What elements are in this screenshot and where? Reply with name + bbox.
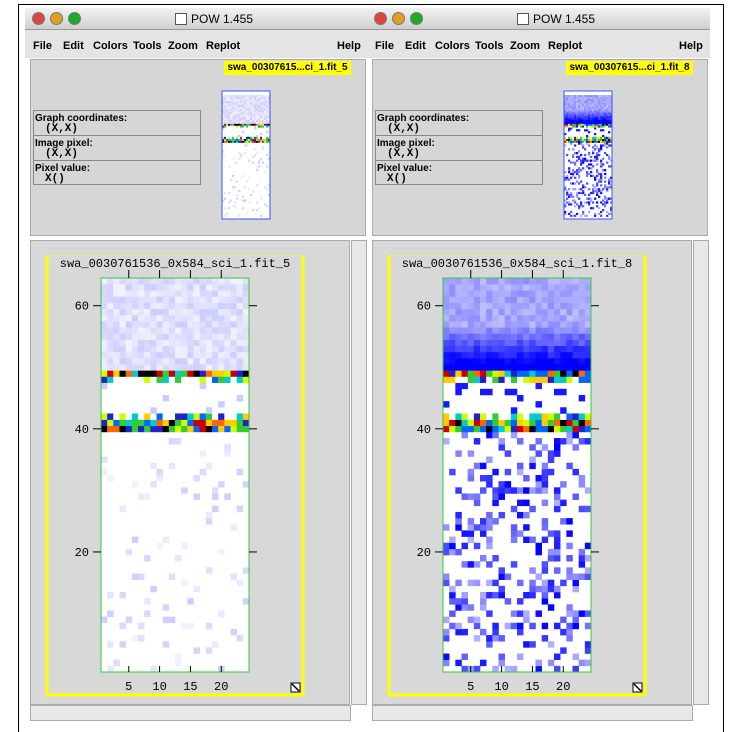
h-scrollbar[interactable]: [372, 705, 693, 721]
window-button[interactable]: [374, 12, 387, 25]
menu-item[interactable]: Replot: [206, 40, 240, 52]
menu-item[interactable]: Edit: [405, 40, 426, 52]
info-divider: [375, 135, 543, 136]
tag-label: swa_00307615...ci_1.fit_5: [224, 61, 351, 75]
menu-item[interactable]: Colors: [435, 40, 470, 52]
menu-item[interactable]: Tools: [475, 40, 504, 52]
v-scrollbar[interactable]: [351, 240, 367, 705]
menu-item[interactable]: Tools: [133, 40, 162, 52]
info-divider: [33, 135, 201, 136]
menu-help[interactable]: Help: [679, 40, 703, 52]
window-title: POW 1.455: [191, 12, 253, 26]
tag-label: swa_00307615...ci_1.fit_8: [566, 61, 693, 75]
info-value: (X,X): [45, 148, 78, 160]
info-value: (X,X): [387, 148, 420, 160]
window-button[interactable]: [410, 12, 423, 25]
info-value: (X,X): [387, 123, 420, 135]
menu-item[interactable]: Zoom: [168, 40, 198, 52]
info-value: X(): [45, 173, 65, 185]
window-title: POW 1.455: [533, 12, 595, 26]
menu-item[interactable]: Replot: [548, 40, 582, 52]
window-button[interactable]: [392, 12, 405, 25]
window-button[interactable]: [50, 12, 63, 25]
info-divider: [375, 160, 543, 161]
window-button[interactable]: [32, 12, 45, 25]
info-divider: [33, 160, 201, 161]
screen: swa_0030761536_0x584_sci_1.fit_520406051…: [0, 0, 731, 732]
v-scrollbar[interactable]: [693, 240, 709, 705]
window-button[interactable]: [68, 12, 81, 25]
main-panel: [372, 240, 692, 705]
info-value: (X,X): [45, 123, 78, 135]
menu-item[interactable]: Edit: [63, 40, 84, 52]
h-scrollbar[interactable]: [30, 705, 351, 721]
menu-item[interactable]: File: [33, 40, 52, 52]
main-panel: [30, 240, 350, 705]
menu-item[interactable]: Zoom: [510, 40, 540, 52]
info-value: X(): [387, 173, 407, 185]
menu-help[interactable]: Help: [337, 40, 361, 52]
menu-item[interactable]: File: [375, 40, 394, 52]
menu-item[interactable]: Colors: [93, 40, 128, 52]
x-icon: [517, 13, 529, 25]
x-icon: [175, 13, 187, 25]
